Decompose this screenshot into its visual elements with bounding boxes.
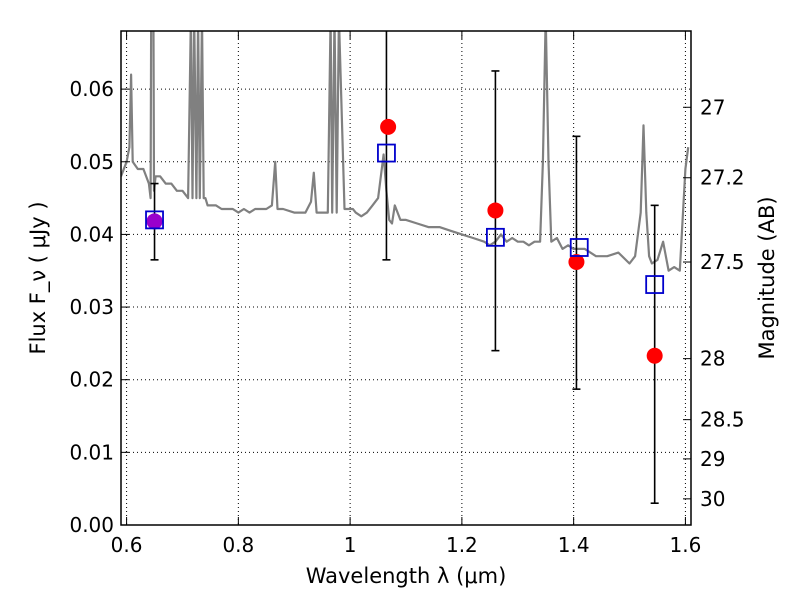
y-tick-label: 0.04 <box>69 222 114 246</box>
model-flux-point <box>645 275 665 294</box>
mag-tick-label: 28 <box>700 347 725 371</box>
mag-tick-label: 28.5 <box>700 408 745 432</box>
model-points-layer <box>145 143 665 294</box>
y-tick-label: 0.05 <box>69 150 114 174</box>
x-tick-label: 0.8 <box>222 533 254 557</box>
mag-tick-label: 27.2 <box>700 166 745 190</box>
spectrum-layer <box>121 31 690 272</box>
observed-flux-point <box>487 202 504 219</box>
mag-tick-label: 30 <box>700 487 725 511</box>
observed-points-layer <box>146 118 663 364</box>
y-tick-label: 0.01 <box>69 440 114 464</box>
observed-flux-point <box>646 347 663 364</box>
x-tick-label: 1 <box>344 533 357 557</box>
y-tick-label: 0.00 <box>69 513 114 537</box>
y-tick-label: 0.06 <box>69 77 114 101</box>
x-axis-title: Wavelength λ (μm) <box>306 564 507 588</box>
y-axis-title: Flux F_ν ( μJy ) <box>26 201 51 354</box>
observed-flux-point <box>146 213 163 230</box>
y-tick-label: 0.02 <box>69 368 114 392</box>
y-ticks: 0.00 0.01 0.02 0.03 0.04 0.05 0.06 <box>69 77 129 537</box>
grid-layer <box>121 31 691 526</box>
mag-ticks: 27 27.2 27.5 28 28.5 29 30 <box>683 95 745 511</box>
x-tick-label: 1.4 <box>558 533 590 557</box>
observed-flux-point <box>568 254 585 271</box>
y-tick-label: 0.03 <box>69 295 114 319</box>
x-tick-label: 0.6 <box>111 533 143 557</box>
x-tick-label: 1.2 <box>446 533 478 557</box>
model-flux-point <box>145 210 164 230</box>
magnitude-axis-title: Magnitude (AB) <box>755 196 779 359</box>
x-tick-label: 1.6 <box>670 533 702 557</box>
model-flux-point <box>377 143 396 163</box>
plot-frame <box>120 30 692 526</box>
observed-flux-point <box>380 118 397 135</box>
mag-tick-label: 27 <box>700 95 725 119</box>
model-flux-point <box>486 227 505 247</box>
x-ticks: 0.6 0.8 1 1.2 1.4 1.6 <box>111 31 702 557</box>
mag-tick-label: 27.5 <box>700 250 745 274</box>
spectrum-line <box>121 31 690 272</box>
model-flux-point <box>569 238 589 257</box>
mag-tick-label: 29 <box>700 447 725 471</box>
